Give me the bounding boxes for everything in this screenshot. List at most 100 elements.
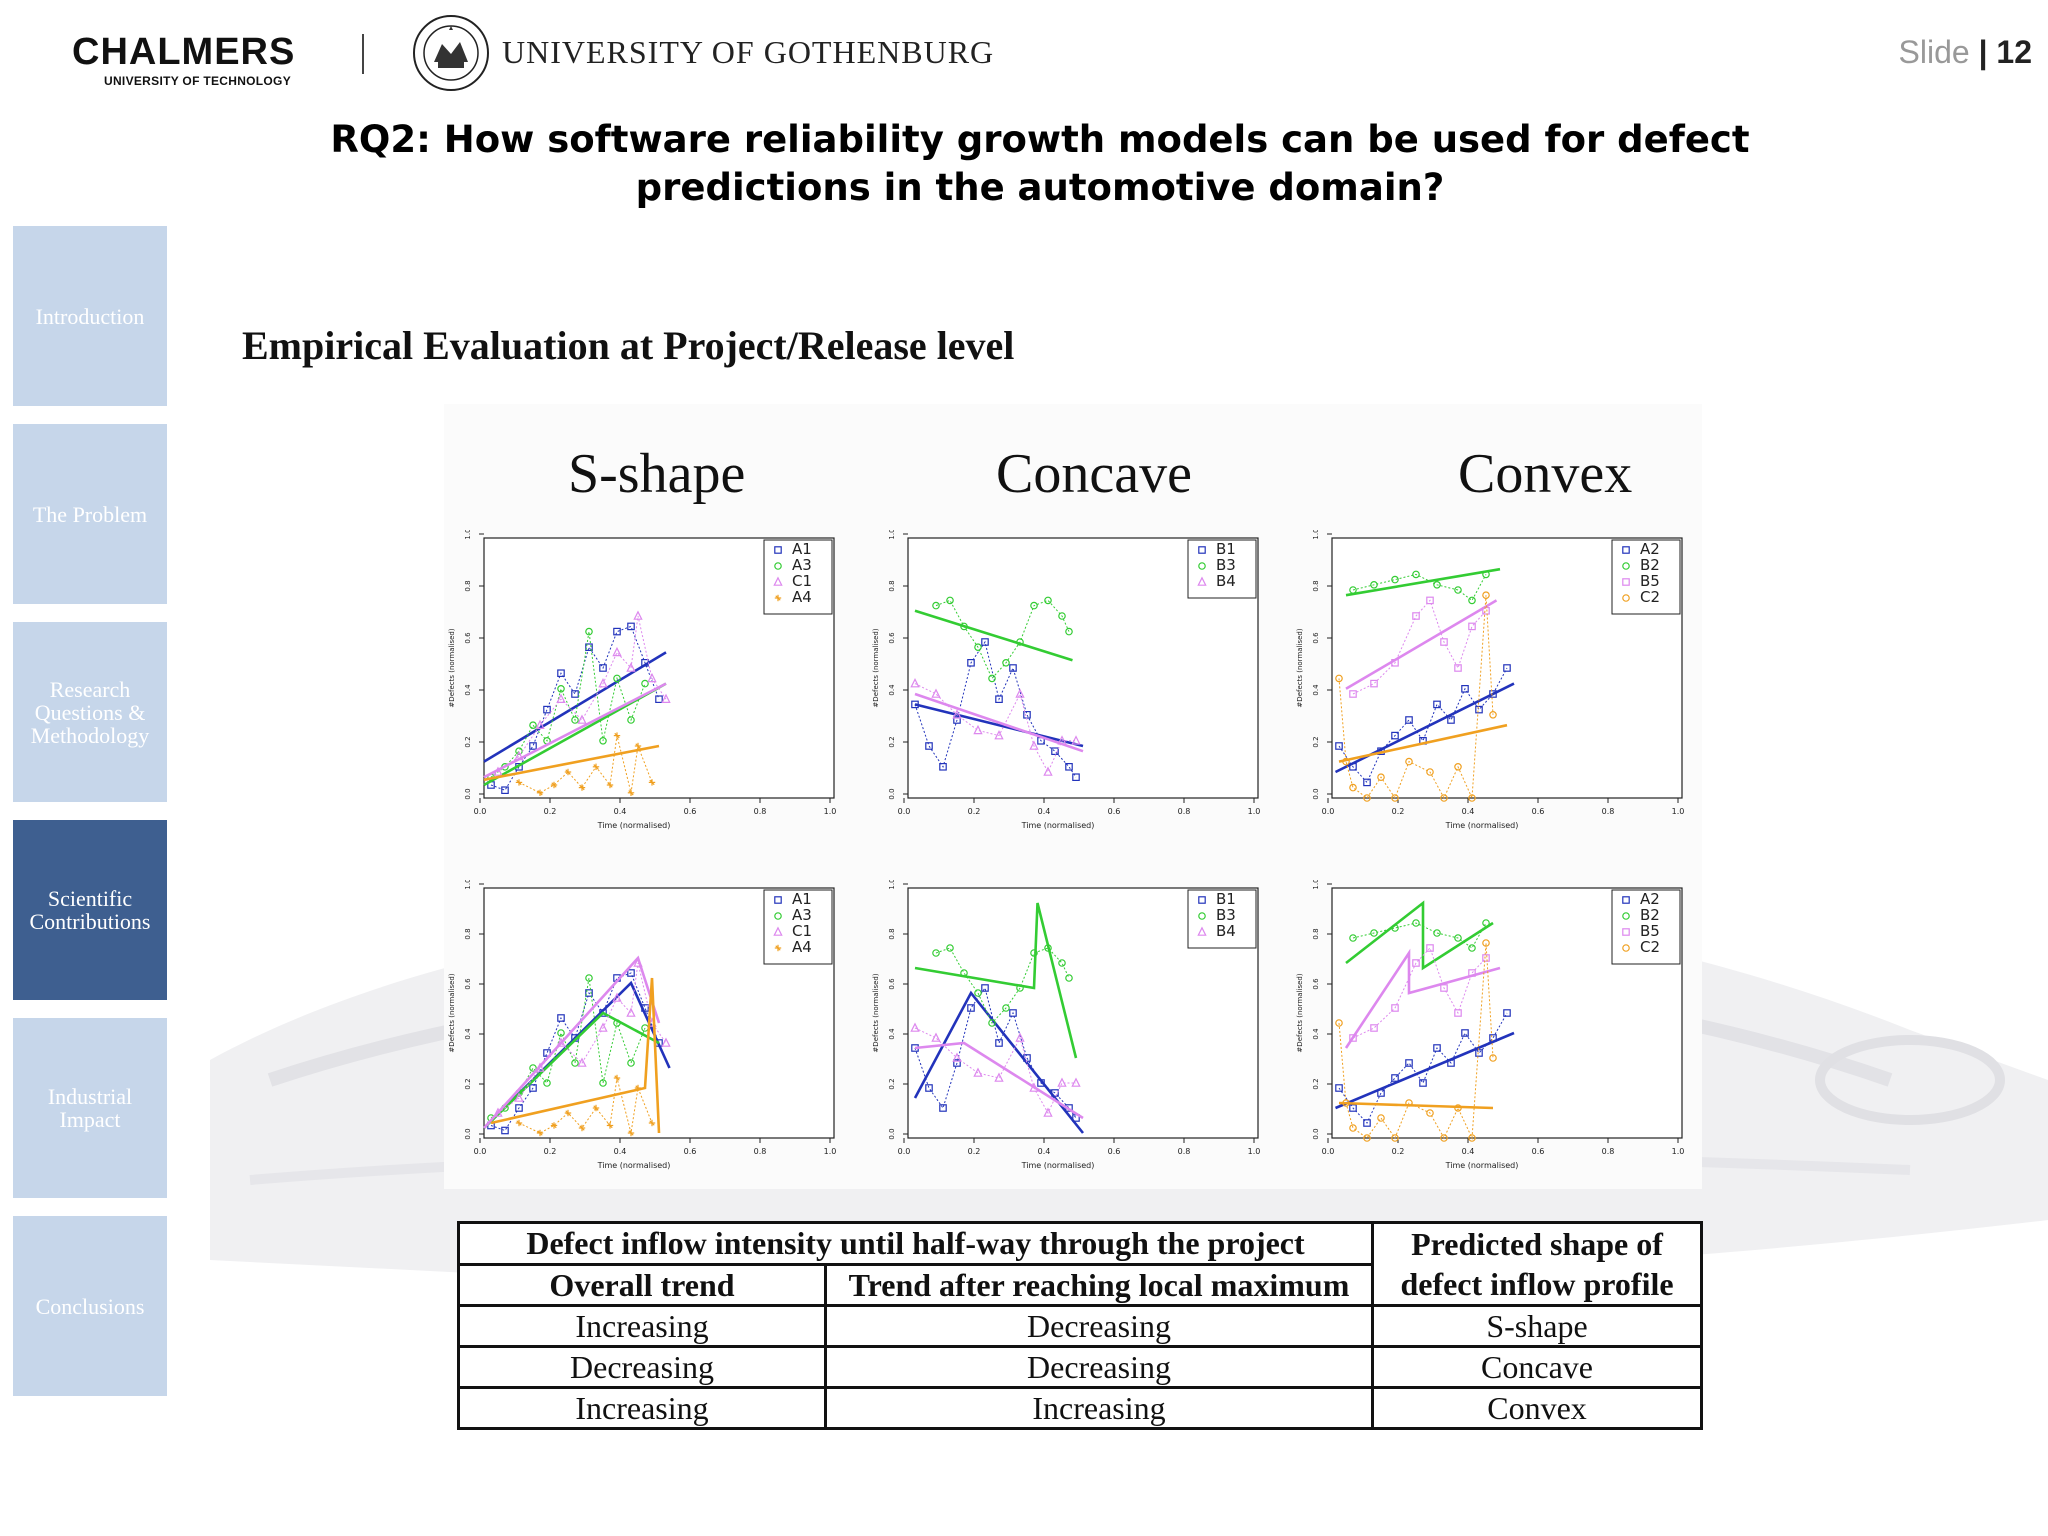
data-point	[1426, 596, 1434, 605]
legend-label: B4	[1216, 572, 1236, 590]
fit-line	[1345, 567, 1501, 597]
nav-item-scientific-contributions[interactable]: Scientific Contributions	[13, 820, 167, 1000]
data-point	[1370, 929, 1378, 937]
y-axis-label: #Defects (normalised)	[1296, 973, 1304, 1052]
data-point	[1426, 1109, 1434, 1117]
series-A4	[483, 732, 660, 796]
star-stroke	[607, 1122, 613, 1129]
y-tick-label: 0.4	[1312, 1028, 1320, 1040]
data-point	[1489, 690, 1497, 698]
data-point	[973, 724, 983, 735]
data-point	[1454, 664, 1462, 672]
x-tick-label: 0.4	[1462, 1147, 1475, 1156]
data-point	[585, 643, 593, 652]
legend-marker	[1198, 896, 1206, 904]
fit-line	[483, 744, 660, 782]
x-tick-label: 0.0	[474, 1147, 487, 1156]
data-point	[641, 679, 649, 688]
nav-label: Conclusions	[35, 1293, 145, 1319]
nav-item-introduction[interactable]: Introduction	[13, 226, 167, 406]
x-tick-label: 0.2	[968, 807, 981, 816]
y-tick-label: 0.2	[888, 1078, 896, 1089]
star-stroke	[565, 1110, 571, 1116]
x-tick-label: 0.4	[1038, 1147, 1051, 1156]
star-stroke	[614, 1075, 620, 1081]
legend-marker	[774, 944, 782, 952]
data-point	[967, 659, 975, 667]
data-point	[1065, 974, 1073, 982]
x-tick-label: 0.0	[1322, 807, 1335, 816]
x-tick-label: 1.0	[1672, 1147, 1685, 1156]
data-point	[1482, 591, 1490, 599]
y-tick-label: 0.6	[888, 632, 896, 644]
series-B1	[911, 984, 1085, 1134]
data-point	[1363, 778, 1371, 787]
data-point	[585, 989, 593, 997]
legend-label: B4	[1216, 922, 1236, 940]
x-tick-label: 0.2	[1392, 807, 1405, 816]
series-line	[935, 599, 1070, 680]
nav-item-industrial-impact[interactable]: Industrial Impact	[13, 1018, 167, 1198]
legend-marker	[774, 594, 782, 602]
table-row: Increasing Increasing Convex	[457, 1386, 1703, 1430]
data-point	[493, 1107, 503, 1117]
x-axis-label: Time (normalised)	[1445, 1161, 1519, 1170]
data-point	[612, 646, 622, 657]
nav-item-the-problem[interactable]: The Problem	[13, 424, 167, 604]
x-tick-label: 0.0	[1322, 1147, 1335, 1156]
data-point	[613, 627, 621, 636]
legend-label: A4	[792, 588, 812, 606]
data-point	[1044, 596, 1052, 605]
table-cell: Increasing	[457, 1304, 827, 1348]
slide-label: Slide	[1898, 34, 1970, 70]
y-tick-label: 0.2	[888, 736, 896, 747]
x-tick-label: 0.4	[1462, 807, 1475, 816]
data-point	[613, 732, 621, 739]
y-tick-label: 0.2	[464, 1078, 472, 1089]
series-B1	[911, 638, 1084, 782]
table-row: Decreasing Decreasing Concave	[457, 1345, 1703, 1389]
legend-marker	[773, 576, 783, 586]
data-point	[514, 1092, 524, 1102]
table-cell: Decreasing	[457, 1345, 827, 1389]
data-point	[1072, 773, 1080, 782]
y-tick-label: 0.4	[888, 684, 896, 696]
data-point	[661, 693, 671, 703]
legend-label: A1	[792, 540, 812, 558]
y-tick-label: 0.6	[464, 978, 472, 990]
legend-marker	[1622, 594, 1630, 602]
data-point	[564, 768, 572, 776]
legend-marker	[774, 562, 782, 570]
series-B5	[1344, 944, 1501, 1049]
series-A2	[1334, 1009, 1515, 1127]
y-tick-label: 0.4	[1312, 684, 1320, 696]
x-tick-label: 1.0	[824, 807, 837, 816]
data-point	[1002, 659, 1010, 667]
y-tick-label: 0.8	[888, 928, 896, 939]
data-point	[1009, 664, 1017, 672]
data-point	[529, 721, 537, 730]
data-point	[1405, 757, 1413, 766]
series-C1	[483, 610, 671, 779]
data-point	[1475, 1049, 1483, 1057]
fit-line	[483, 1011, 660, 1129]
data-point	[1433, 580, 1441, 589]
data-point	[592, 763, 600, 770]
x-tick-label: 1.0	[1248, 1147, 1261, 1156]
nav-item-conclusions[interactable]: Conclusions	[13, 1216, 167, 1396]
series-line	[1338, 595, 1494, 800]
data-point	[1029, 740, 1039, 750]
x-tick-label: 0.4	[1038, 807, 1051, 816]
data-point	[1440, 984, 1448, 992]
data-point	[627, 622, 635, 631]
x-tick-label: 0.2	[968, 1147, 981, 1156]
star-stroke	[649, 1120, 655, 1126]
nav-item-research-questions[interactable]: Research Questions & Methodology	[13, 622, 167, 802]
data-point	[1454, 1009, 1462, 1017]
series-B4	[910, 678, 1084, 776]
series-C2	[1335, 591, 1508, 802]
series-B3	[914, 596, 1073, 683]
data-point	[1405, 716, 1413, 724]
legend-label: C1	[792, 572, 812, 590]
data-point	[661, 1037, 671, 1047]
